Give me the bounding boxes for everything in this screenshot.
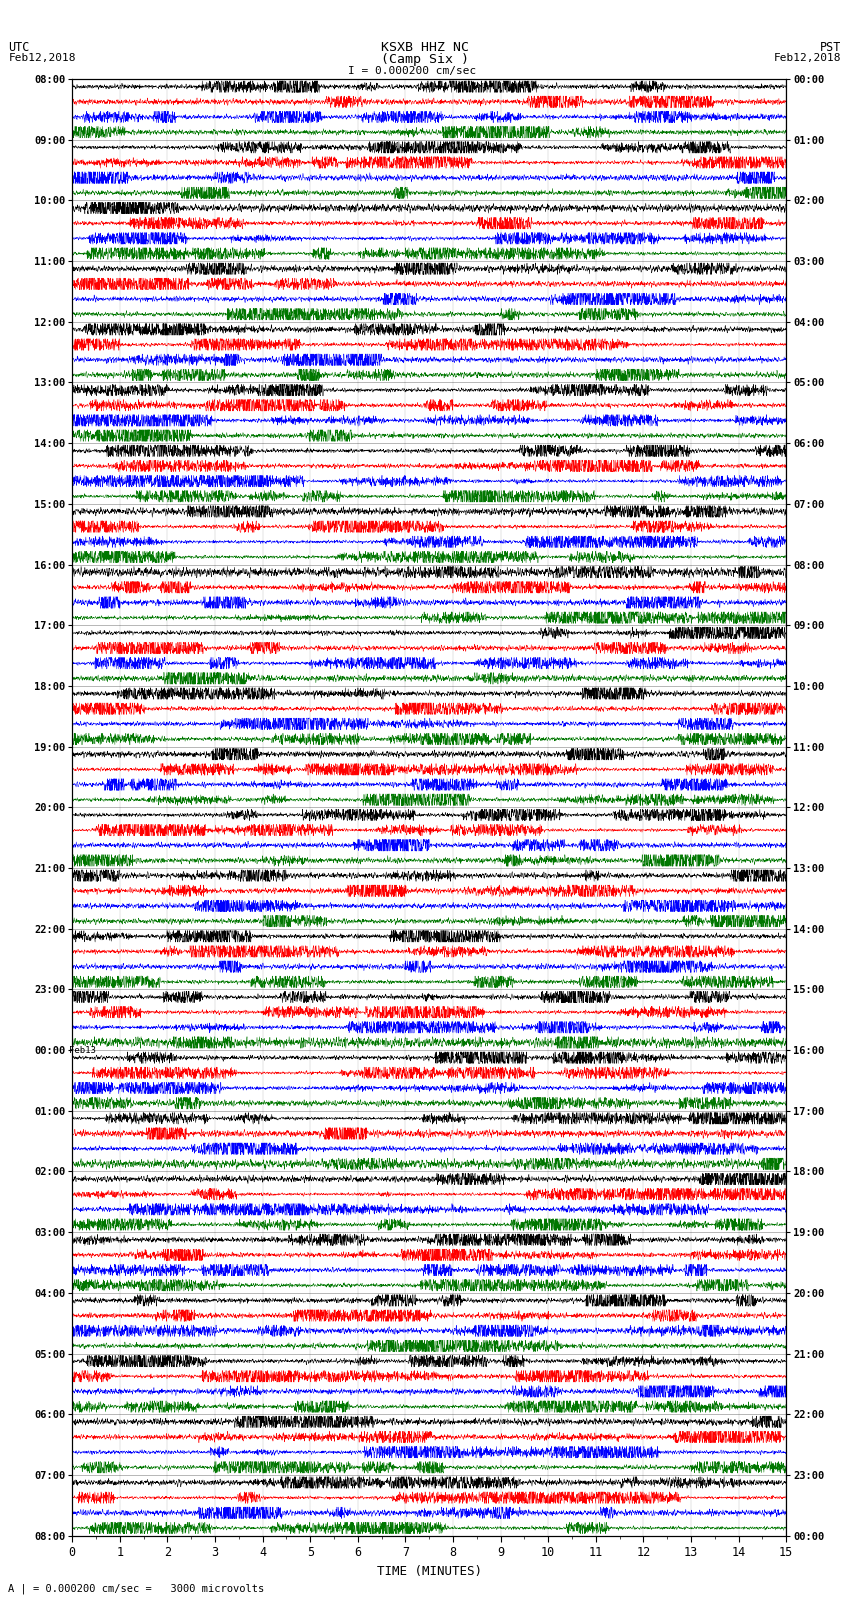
Text: (Camp Six ): (Camp Six ) — [381, 53, 469, 66]
Text: A | = 0.000200 cm/sec =   3000 microvolts: A | = 0.000200 cm/sec = 3000 microvolts — [8, 1582, 264, 1594]
Text: UTC: UTC — [8, 40, 30, 55]
Text: Feb12,2018: Feb12,2018 — [8, 53, 76, 63]
Text: I = 0.000200 cm/sec: I = 0.000200 cm/sec — [348, 66, 476, 76]
Text: KSXB HHZ NC: KSXB HHZ NC — [381, 40, 469, 55]
Text: PST: PST — [820, 40, 842, 55]
Text: Feb12,2018: Feb12,2018 — [774, 53, 842, 63]
X-axis label: TIME (MINUTES): TIME (MINUTES) — [377, 1565, 482, 1578]
Text: Feb13: Feb13 — [69, 1045, 96, 1055]
